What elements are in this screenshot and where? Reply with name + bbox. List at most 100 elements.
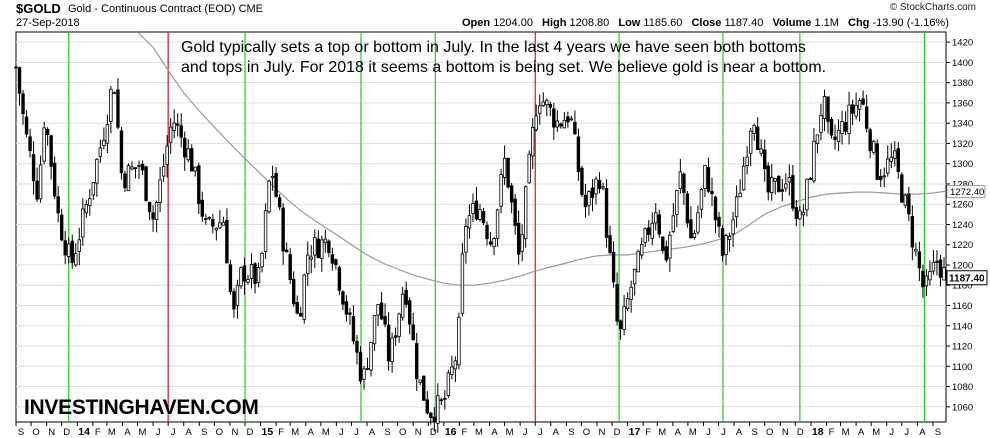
- candle-body: [801, 211, 806, 216]
- x-tick-label: A: [553, 427, 560, 438]
- x-tick-label: J: [706, 427, 711, 438]
- candle-body: [91, 182, 96, 196]
- candle-body: [116, 89, 120, 128]
- candle-body: [527, 153, 531, 184]
- x-tick-label: M: [108, 427, 116, 438]
- candle-body: [274, 172, 278, 197]
- y-tick-label: 1160: [952, 301, 972, 312]
- candle-body: [306, 254, 310, 275]
- candle-body: [625, 298, 630, 310]
- candle-body: [474, 200, 479, 220]
- candle-body: [822, 96, 827, 119]
- candle-body: [379, 302, 384, 320]
- candle-body: [727, 236, 732, 240]
- candle-body: [594, 178, 598, 195]
- candle-body: [67, 243, 71, 257]
- symbol-label: $GOLD: [16, 1, 61, 16]
- candle-body: [857, 100, 862, 110]
- candle-body: [766, 165, 770, 193]
- candle-body: [436, 395, 440, 424]
- candle-body: [495, 209, 500, 239]
- candle-body: [773, 178, 777, 182]
- candle-body: [703, 165, 707, 189]
- candle-body: [629, 286, 633, 300]
- candle-body: [239, 267, 243, 287]
- x-tick-label: J: [354, 427, 359, 438]
- candle-body: [270, 175, 275, 179]
- candle-body: [390, 337, 394, 363]
- candle-body: [812, 140, 816, 182]
- candle-body: [478, 209, 482, 221]
- candle-body: [552, 108, 556, 128]
- candle-body: [685, 193, 690, 224]
- candle-body: [752, 125, 756, 134]
- x-tick-label: D: [247, 427, 254, 438]
- candle-body: [144, 166, 148, 202]
- candle-body: [422, 375, 426, 401]
- candles: [14, 65, 946, 433]
- candle-body: [907, 193, 911, 215]
- x-tick-label: 16: [445, 426, 457, 438]
- x-tick-label: F: [95, 427, 101, 438]
- candle-body: [457, 316, 461, 366]
- candle-body: [355, 341, 359, 353]
- candle-body: [689, 219, 693, 239]
- x-tick-label: J: [171, 427, 176, 438]
- candle-body: [112, 92, 117, 95]
- candle-body: [843, 122, 848, 132]
- x-tick-label: S: [935, 427, 941, 438]
- x-tick-label: M: [506, 427, 514, 438]
- candle-body: [618, 320, 623, 330]
- candle-body: [348, 312, 352, 315]
- candle-body: [639, 244, 644, 256]
- candle-body: [154, 201, 159, 221]
- x-tick-label: O: [216, 427, 223, 438]
- candle-body: [249, 264, 254, 279]
- candle-body: [49, 135, 53, 167]
- candle-body: [763, 149, 767, 170]
- candle-body: [794, 207, 799, 219]
- x-tick-label: 14: [78, 426, 90, 438]
- x-tick-label: F: [462, 427, 468, 438]
- x-tick-label: N: [415, 427, 422, 438]
- candle-body: [267, 180, 271, 213]
- candle-body: [24, 116, 29, 135]
- candle-body: [604, 188, 609, 238]
- x-tick-label: S: [201, 427, 207, 438]
- candle-body: [130, 166, 134, 170]
- candle-body: [158, 179, 162, 203]
- candle-body: [105, 124, 110, 144]
- candle-body: [218, 222, 222, 229]
- x-tick-label: A: [919, 427, 926, 438]
- candle-body: [879, 176, 883, 181]
- candle-body: [917, 251, 922, 269]
- candle-body: [31, 153, 36, 182]
- candle-body: [439, 399, 444, 402]
- candle-body: [647, 227, 651, 235]
- candle-body: [520, 234, 524, 252]
- candle-body: [372, 315, 377, 345]
- candle-body: [706, 167, 711, 192]
- candle-body: [928, 271, 932, 281]
- candle-body: [731, 219, 735, 235]
- candle-body: [126, 165, 131, 192]
- candle-body: [871, 140, 876, 153]
- candle-body: [903, 194, 908, 206]
- price-stats: Open 1204.00 High 1208.80 Low 1185.60 Cl…: [462, 17, 949, 29]
- candle-body: [429, 412, 433, 419]
- y-tick-label: 1360: [952, 98, 973, 109]
- x-tick-label: S: [384, 427, 390, 438]
- x-tick-label: M: [139, 427, 147, 438]
- candle-body: [186, 148, 190, 161]
- candle-body: [397, 313, 401, 337]
- x-tick-label: D: [430, 427, 437, 438]
- candle-body: [622, 306, 626, 330]
- candle-body: [833, 136, 837, 140]
- candle-body: [179, 125, 183, 138]
- y-axis: 1060 1080 1100 1120 1140 1160 1180 1200 1220 1240…: [946, 38, 973, 413]
- candle-body: [805, 178, 809, 211]
- candle-body: [545, 99, 549, 106]
- candle-body: [56, 196, 60, 214]
- candle-body: [260, 252, 264, 268]
- candle-body: [316, 238, 321, 259]
